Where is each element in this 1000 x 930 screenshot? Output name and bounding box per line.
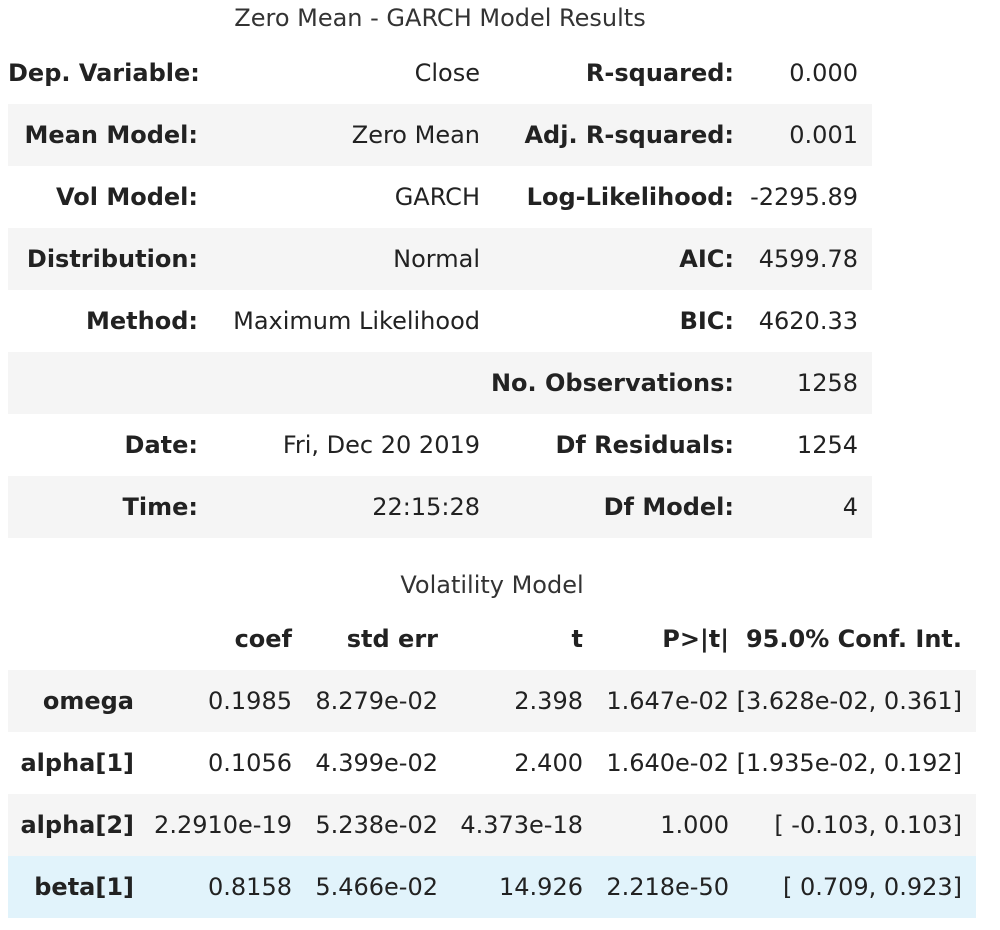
- param-conf-int: [3.628e-02, 0.361]: [736, 687, 962, 715]
- column-header-conf-int: 95.0% Conf. Int.: [745, 625, 962, 653]
- param-t: 14.926: [499, 873, 583, 901]
- model-results-caption: Zero Mean - GARCH Model Results: [234, 4, 646, 32]
- table-row: Dep. Variable: Close R-squared: 0.000: [8, 42, 872, 104]
- stat-value: Normal: [393, 245, 480, 273]
- param-p-value: 1.640e-02: [606, 749, 729, 777]
- stat-label: Method:: [86, 307, 198, 335]
- column-header-p-value: P>|t|: [662, 625, 729, 653]
- stat-label: Date:: [124, 431, 198, 459]
- stat-label: Log-Likelihood:: [526, 183, 734, 211]
- table-row: Distribution: Normal AIC: 4599.78: [8, 228, 872, 290]
- stat-value: Close: [414, 59, 480, 87]
- stat-label: Dep. Variable:: [8, 59, 200, 87]
- table-header-row: coef std err t P>|t| 95.0% Conf. Int.: [8, 608, 976, 670]
- table-row: Mean Model: Zero Mean Adj. R-squared: 0.…: [8, 104, 872, 166]
- table-row-highlighted[interactable]: beta[1] 0.8158 5.466e-02 14.926 2.218e-5…: [8, 856, 976, 918]
- table-row: Method: Maximum Likelihood BIC: 4620.33: [8, 290, 872, 352]
- stat-value: Fri, Dec 20 2019: [282, 431, 480, 459]
- column-header: [8, 608, 136, 670]
- stat-value: 1258: [796, 369, 858, 397]
- stat-value: 0.000: [789, 59, 858, 87]
- volatility-model-caption: Volatility Model: [400, 571, 584, 599]
- stat-value: Maximum Likelihood: [233, 307, 480, 335]
- stat-label: Mean Model:: [24, 121, 198, 149]
- stat-label: BIC:: [679, 307, 734, 335]
- param-name: alpha[1]: [20, 749, 134, 777]
- param-coef: 0.1056: [208, 749, 292, 777]
- param-std-err: 5.238e-02: [315, 811, 438, 839]
- stat-label: R-squared:: [585, 59, 734, 87]
- stat-label: Adj. R-squared:: [524, 121, 734, 149]
- param-t: 2.398: [514, 687, 583, 715]
- stat-label: Df Residuals:: [555, 431, 734, 459]
- param-name: omega: [42, 687, 134, 715]
- param-name: alpha[2]: [20, 811, 134, 839]
- param-std-err: 4.399e-02: [315, 749, 438, 777]
- stat-value: 4620.33: [758, 307, 858, 335]
- table-row: No. Observations: 1258: [8, 352, 872, 414]
- stat-value: [208, 352, 488, 414]
- table-row: alpha[1] 0.1056 4.399e-02 2.400 1.640e-0…: [8, 732, 976, 794]
- volatility-model-table: coef std err t P>|t| 95.0% Conf. Int. om…: [8, 608, 976, 918]
- param-t: 4.373e-18: [460, 811, 583, 839]
- stat-value: GARCH: [394, 183, 480, 211]
- param-coef: 0.1985: [208, 687, 292, 715]
- table-row: Time: 22:15:28 Df Model: 4: [8, 476, 872, 538]
- stat-label: No. Observations:: [490, 369, 734, 397]
- param-p-value: 1.000: [660, 811, 729, 839]
- param-p-value: 1.647e-02: [606, 687, 729, 715]
- param-std-err: 8.279e-02: [315, 687, 438, 715]
- stat-label: Vol Model:: [56, 183, 198, 211]
- stat-value: 22:15:28: [372, 493, 480, 521]
- model-results-table: Dep. Variable: Close R-squared: 0.000 Me…: [8, 42, 872, 538]
- stat-value: -2295.89: [750, 183, 858, 211]
- param-conf-int: [ -0.103, 0.103]: [774, 811, 962, 839]
- table-row: omega 0.1985 8.279e-02 2.398 1.647e-02 […: [8, 670, 976, 732]
- param-t: 2.400: [514, 749, 583, 777]
- stat-value: 4599.78: [758, 245, 858, 273]
- stat-label: Distribution:: [26, 245, 198, 273]
- stat-value: 0.001: [789, 121, 858, 149]
- param-name: beta[1]: [34, 873, 134, 901]
- table-row: alpha[2] 2.2910e-19 5.238e-02 4.373e-18 …: [8, 794, 976, 856]
- stat-value: 4: [842, 493, 858, 521]
- table-row: Date: Fri, Dec 20 2019 Df Residuals: 125…: [8, 414, 872, 476]
- param-conf-int: [ 0.709, 0.923]: [782, 873, 962, 901]
- column-header-t: t: [571, 625, 583, 653]
- stat-label: AIC:: [679, 245, 734, 273]
- stat-label: [8, 352, 208, 414]
- stat-value: 1254: [796, 431, 858, 459]
- param-std-err: 5.466e-02: [315, 873, 438, 901]
- stat-label: Time:: [122, 493, 198, 521]
- column-header-coef: coef: [234, 625, 292, 653]
- param-coef: 2.2910e-19: [154, 811, 292, 839]
- param-conf-int: [1.935e-02, 0.192]: [736, 749, 962, 777]
- column-header-std-err: std err: [346, 625, 438, 653]
- table-row: Vol Model: GARCH Log-Likelihood: -2295.8…: [8, 166, 872, 228]
- stat-value: Zero Mean: [351, 121, 480, 149]
- param-p-value: 2.218e-50: [606, 873, 729, 901]
- param-coef: 0.8158: [208, 873, 292, 901]
- stat-label: Df Model:: [603, 493, 734, 521]
